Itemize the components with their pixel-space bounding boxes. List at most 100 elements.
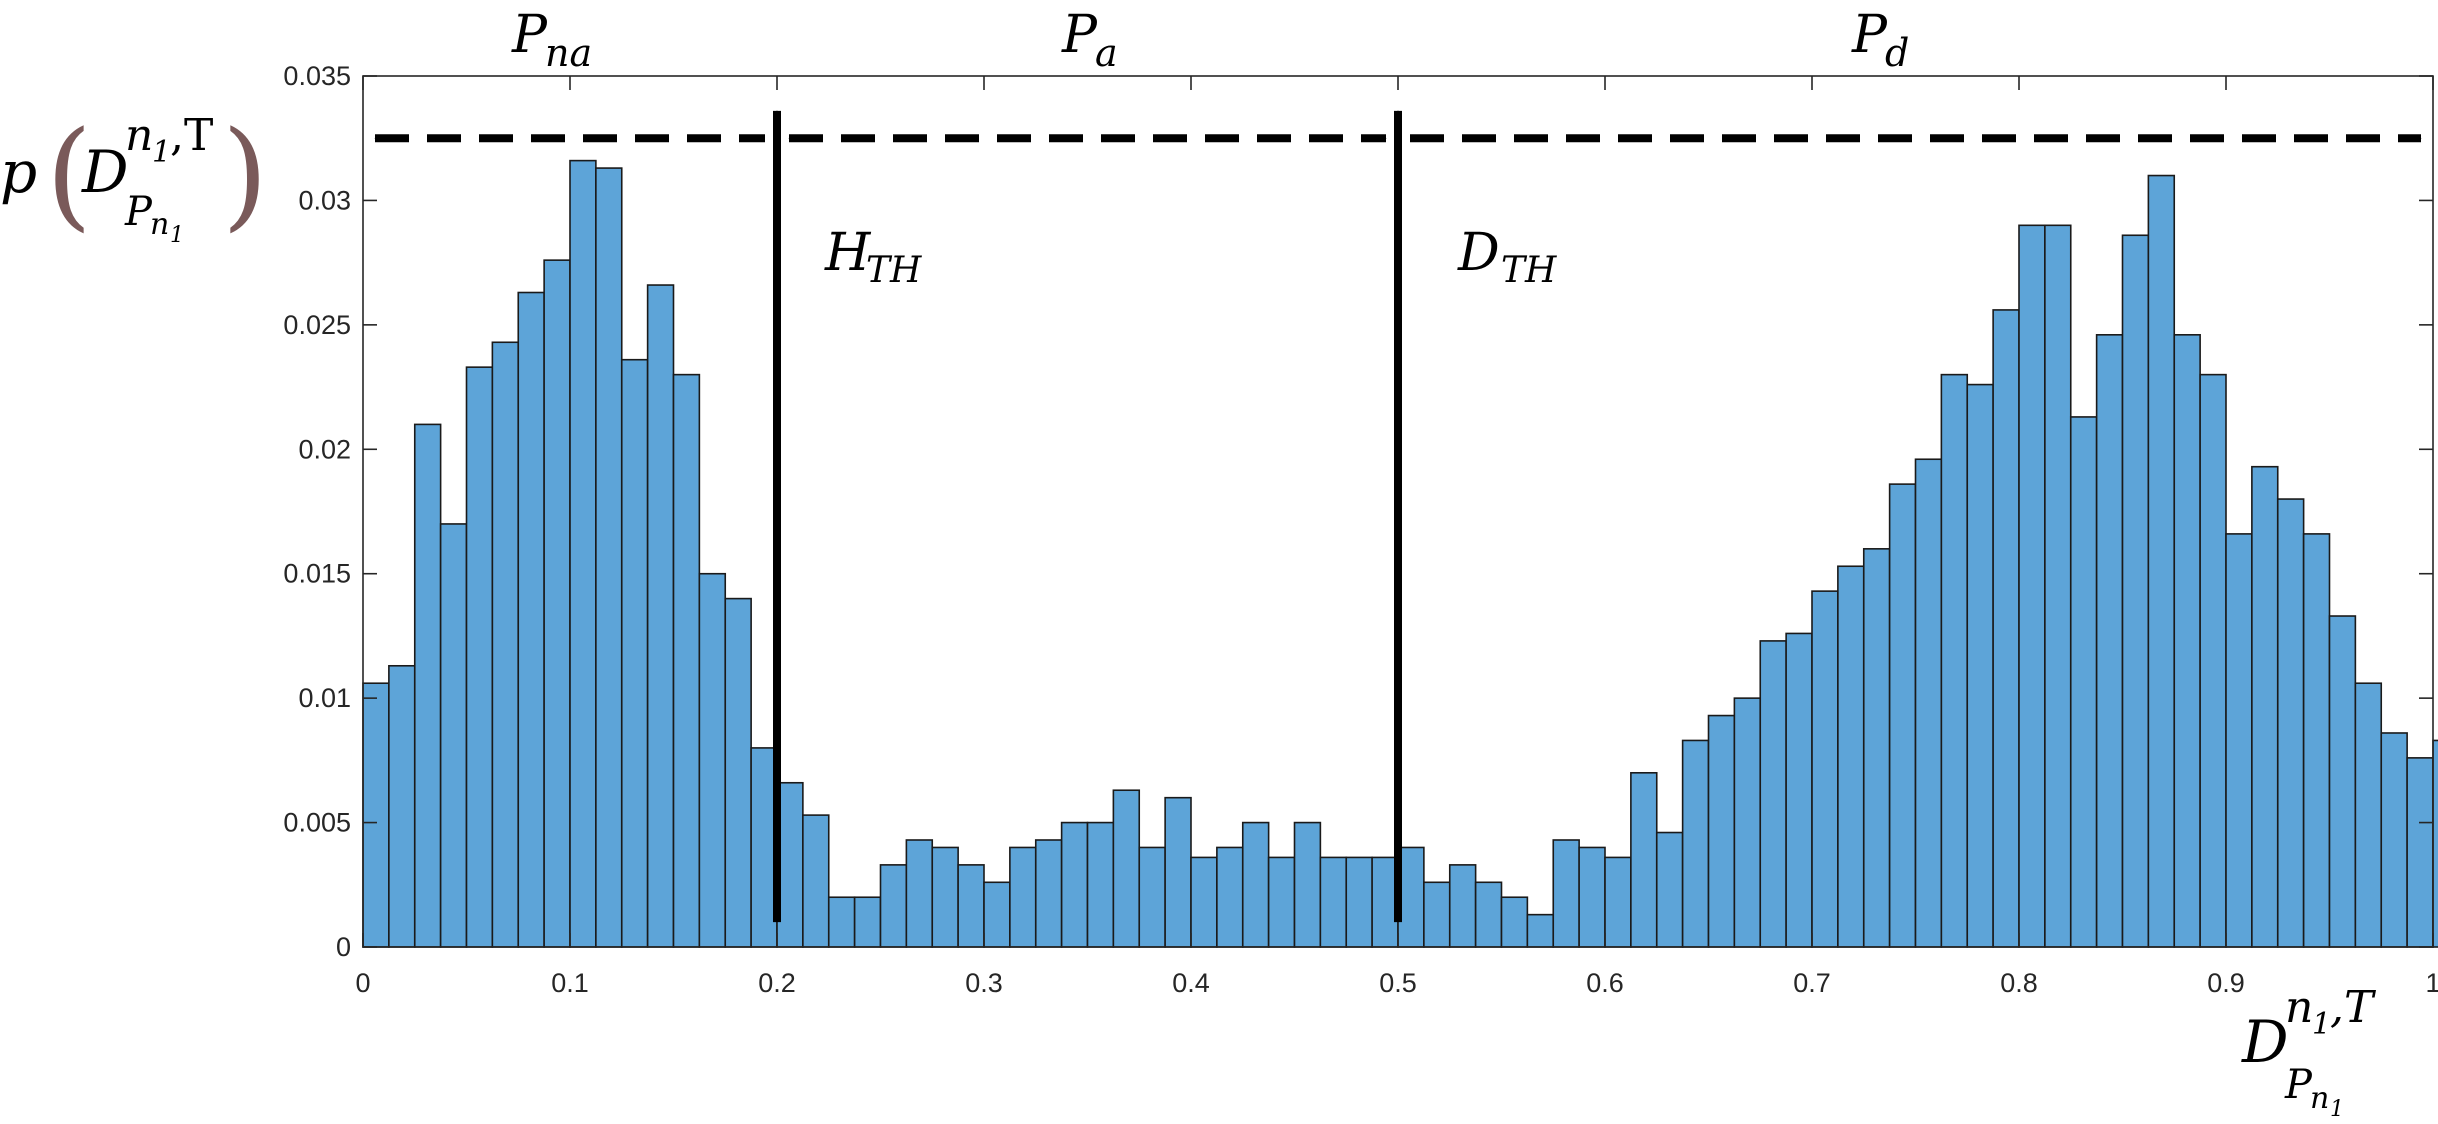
histogram-bar <box>957 864 985 948</box>
y-label-var: D <box>81 138 129 206</box>
histogram-bar <box>1604 856 1632 948</box>
histogram-bar <box>1759 640 1787 948</box>
x-label-sub: P <box>2284 1062 2313 1108</box>
histogram-bar <box>2199 373 2227 948</box>
histogram-bar <box>931 846 959 948</box>
histogram-bar <box>646 284 675 948</box>
x-tick-label: 0.6 <box>1586 968 1624 998</box>
region-label-pd: P d <box>1851 5 1909 75</box>
threshold-label-dth: D TH <box>1457 223 1557 291</box>
threshold-label-dth-sub: TH <box>1501 250 1557 291</box>
y-label-sub: P <box>124 189 153 235</box>
histogram-bar <box>2406 757 2434 948</box>
annotations-group <box>374 110 2422 923</box>
histogram-bar <box>2380 732 2408 948</box>
histogram-bar <box>491 341 520 948</box>
y-label-sub-sub: n <box>150 207 169 242</box>
region-label-pa-sub: a <box>1095 31 1118 75</box>
x-tick-label: 0 <box>355 968 370 998</box>
histogram-bar <box>1862 548 1891 948</box>
x-tick-label: 0.5 <box>1379 968 1417 998</box>
histogram-bar <box>1992 309 2020 948</box>
y-tick-label: 0.03 <box>298 185 351 215</box>
bars-group <box>362 159 2438 948</box>
histogram-bar <box>1397 846 1425 948</box>
histogram-bar <box>1086 821 1115 948</box>
histogram-bar <box>1837 565 1865 948</box>
histogram-bar <box>388 664 416 948</box>
histogram-bar <box>2251 465 2279 948</box>
histogram-bar <box>1448 864 1477 948</box>
y-tick-label: 0.035 <box>283 61 351 91</box>
histogram-bar <box>750 747 778 948</box>
histogram-bar <box>2044 224 2072 948</box>
histogram-bar <box>1681 739 1710 948</box>
y-label-sup-tail: ,T <box>170 110 213 161</box>
region-label-pd-sub: d <box>1885 31 1909 75</box>
y-label-open-paren: ( <box>46 105 92 243</box>
region-label-pna-main: P <box>511 5 548 65</box>
x-label-sup-tail: ,T <box>2330 982 2377 1033</box>
histogram-bar <box>983 881 1011 948</box>
x-tick-label: 0.2 <box>758 968 796 998</box>
histogram-bar <box>2147 174 2176 948</box>
histogram-bar <box>2121 234 2150 948</box>
histogram-bar <box>2018 224 2046 948</box>
histogram-bar <box>1966 383 1994 948</box>
histogram-bar <box>672 373 701 948</box>
histogram-bar <box>1811 590 1839 948</box>
x-label-sup-sub: 1 <box>2312 1007 2331 1042</box>
region-label-pd-main: P <box>1851 5 1888 65</box>
histogram-bar <box>1060 821 1089 948</box>
histogram-bar <box>1112 789 1141 948</box>
histogram-bar <box>1293 821 1322 948</box>
histogram-bar <box>595 167 623 948</box>
x-tick-label: 0.3 <box>965 968 1003 998</box>
region-label-pa-main: P <box>1061 5 1098 65</box>
histogram-bar <box>1655 831 1684 948</box>
histogram-bar <box>1267 856 1296 948</box>
x-tick-label: 0.4 <box>1172 968 1210 998</box>
histogram-bar <box>879 864 908 948</box>
histogram-bar <box>802 814 830 948</box>
threshold-label-hth-sub: TH <box>866 250 922 291</box>
histogram-bar <box>1034 839 1063 948</box>
histogram-bar <box>853 896 882 948</box>
x-label-sub-sub: n <box>2310 1081 2329 1116</box>
histogram-bar <box>1630 771 1658 948</box>
x-label-var: D <box>2241 1008 2289 1076</box>
histogram-bar <box>1578 846 1606 948</box>
histogram-bar <box>776 781 804 948</box>
threshold-label-hth: H TH <box>824 223 922 291</box>
y-tick-label: 0 <box>336 932 351 962</box>
threshold-label-dth-main: D <box>1457 223 1500 283</box>
y-label-sup-sub: 1 <box>152 135 171 170</box>
histogram-bar <box>2276 498 2305 948</box>
y-label-sub-sub-sub: 1 <box>170 223 184 248</box>
histogram-bar <box>1164 796 1192 948</box>
x-axis-label: D n 1 ,T P n 1 <box>2241 982 2377 1122</box>
histogram-bar <box>1552 839 1580 948</box>
histogram-bar <box>1733 697 1762 948</box>
histogram-bar <box>2302 533 2331 948</box>
histogram-bar <box>1009 846 1037 948</box>
y-tick-label: 0.02 <box>298 434 351 464</box>
region-label-pna: P na <box>511 5 592 75</box>
histogram-bar <box>2069 416 2098 948</box>
histogram-bar <box>2225 533 2253 948</box>
histogram-bar <box>1474 881 1503 948</box>
axes-group: 0 0.1 0.2 0.3 0.4 0.5 0.6 0.7 0.8 0.9 1 0 0.005 0.01 0… <box>283 61 2438 998</box>
x-tick-label: 0.7 <box>1793 968 1831 998</box>
x-tick-label: 0.8 <box>2000 968 2038 998</box>
histogram-bar <box>1319 856 1348 948</box>
x-label-sup: n <box>2285 982 2313 1033</box>
x-label-sub-sub-sub: 1 <box>2330 1097 2344 1122</box>
histogram-bar <box>569 159 597 948</box>
y-axis-label: p ( D n 1 ,T P n 1 ) <box>0 105 268 248</box>
y-tick-label: 0.005 <box>283 808 351 838</box>
histogram-bar <box>413 423 442 948</box>
histogram-bar <box>1940 373 1969 948</box>
histogram-bar <box>2095 334 2124 948</box>
y-label-base: p <box>0 138 37 206</box>
histogram-bar <box>465 366 494 948</box>
